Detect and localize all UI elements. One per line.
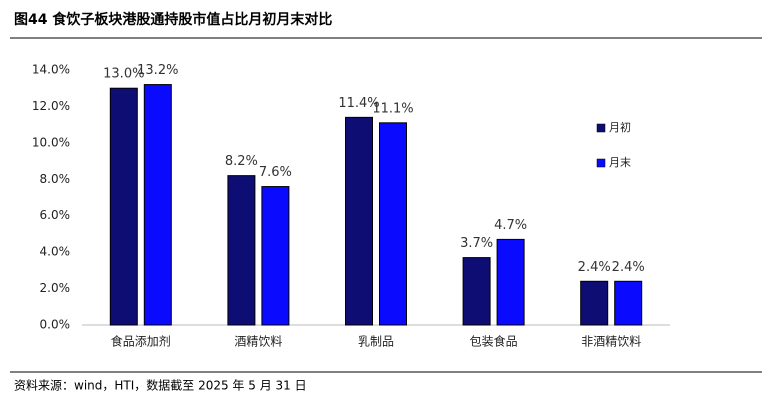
bar [462,257,491,326]
legend-label: 月末 [609,155,631,169]
bar [496,238,525,326]
value-label: 3.7% [460,236,493,251]
value-label: 13.0% [103,67,144,82]
y-tick-label: 8.0% [40,172,71,186]
y-tick-label: 14.0% [32,63,70,77]
x-tick-label: 非酒精饮料 [581,335,641,349]
bar [379,122,407,326]
legend-label: 月初 [609,120,631,134]
value-label: 11.4% [338,96,379,111]
bar [143,84,172,326]
value-label: 8.2% [225,154,258,169]
bar [580,280,609,326]
y-tick-label: 12.0% [32,99,70,113]
x-tick-label: 食品添加剂 [111,334,171,349]
bar [614,280,643,326]
y-tick-label: 2.0% [40,281,71,295]
source: 资料来源：wind，HTI，数据截至 2025 年 5 月 31 日 [14,378,307,393]
value-label: 4.7% [494,218,527,233]
x-tick-label: 乳制品 [358,335,394,349]
value-label: 11.1% [372,101,413,116]
legend-swatch [596,123,606,133]
bar [261,186,290,326]
bar [109,87,138,326]
y-tick-label: 10.0% [32,135,70,149]
chart-title: 图44 食饮子板块港股通持股市值占比月初月末对比 [14,11,332,28]
legend-swatch [596,158,606,168]
y-tick-label: 6.0% [40,208,71,222]
value-label: 2.4% [578,260,611,275]
x-tick-label: 包装食品 [470,334,518,349]
bar [227,175,256,326]
value-label: 7.6% [259,165,292,180]
y-tick-label: 4.0% [40,245,71,259]
value-label: 13.2% [137,63,178,78]
y-tick-label: 0.0% [40,318,71,332]
x-tick-label: 酒精饮料 [234,335,282,349]
value-label: 2.4% [612,260,645,275]
bar [345,116,373,326]
